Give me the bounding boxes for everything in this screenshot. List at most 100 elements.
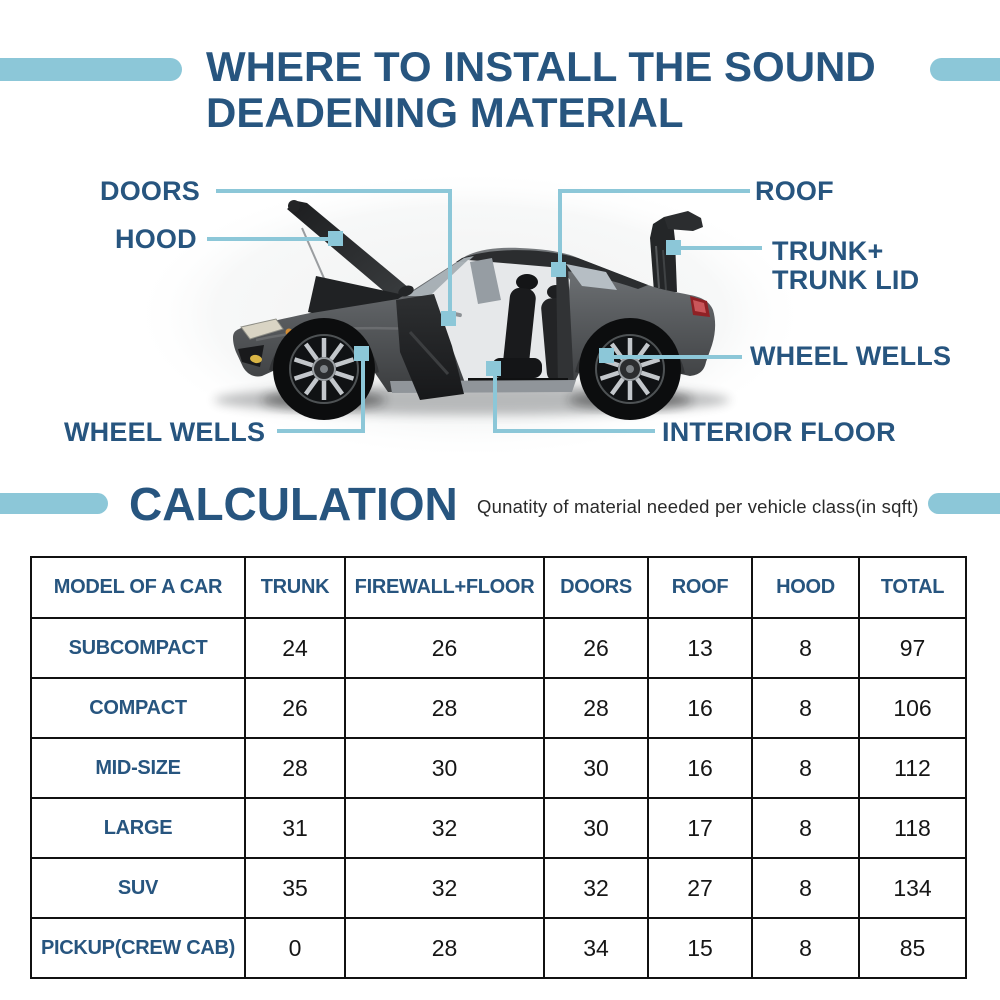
wheel-wells-left-connector-line-h xyxy=(277,429,365,433)
value-cell: 30 xyxy=(543,737,649,799)
value-cell: 13 xyxy=(647,617,753,679)
value-cell: 8 xyxy=(751,857,860,919)
calc-left-accent-bar xyxy=(0,493,108,514)
value-cell: 97 xyxy=(858,617,967,679)
value-cell: 32 xyxy=(344,797,545,859)
value-cell: 8 xyxy=(751,677,860,739)
value-cell: 17 xyxy=(647,797,753,859)
doors-marker xyxy=(441,311,456,326)
callout-wheel-wells-left: WHEEL WELLS xyxy=(64,417,266,447)
callout-doors: DOORS xyxy=(100,176,201,206)
roof-connector-line-v xyxy=(558,189,562,267)
rear-wheel xyxy=(579,318,681,420)
table-body: SUBCOMPACT 24 26 26 13 8 97 COMPACT 26 28 28 16 8 106… xyxy=(30,617,967,979)
table-row: COMPACT 26 28 28 16 8 106 xyxy=(30,677,967,739)
doors-connector-line-v xyxy=(448,189,452,318)
trunk-marker xyxy=(666,240,681,255)
page-title-line2: DEADENING MATERIAL xyxy=(206,89,684,136)
table-header-cell: FIREWALL+FLOOR xyxy=(344,556,545,619)
wheel-wells-left-connector-line-v xyxy=(361,360,365,433)
value-cell: 106 xyxy=(858,677,967,739)
value-cell: 8 xyxy=(751,917,860,979)
value-cell: 32 xyxy=(543,857,649,919)
callout-hood: HOOD xyxy=(115,224,197,254)
callout-roof: ROOF xyxy=(755,176,834,206)
table-header-cell: DOORS xyxy=(543,556,649,619)
wheel-wells-right-connector-line xyxy=(612,355,742,359)
table-row: LARGE 31 32 30 17 8 118 xyxy=(30,797,967,859)
value-cell: 28 xyxy=(344,917,545,979)
value-cell: 26 xyxy=(344,617,545,679)
value-cell: 24 xyxy=(244,617,346,679)
front-wheel xyxy=(273,318,375,420)
interior-floor-connector-line-v xyxy=(493,376,497,433)
value-cell: 35 xyxy=(244,857,346,919)
interior-floor-marker xyxy=(486,361,501,376)
value-cell: 16 xyxy=(647,737,753,799)
value-cell: 85 xyxy=(858,917,967,979)
value-cell: 28 xyxy=(344,677,545,739)
doors-connector-line-h xyxy=(216,189,452,193)
model-cell: SUBCOMPACT xyxy=(30,617,246,679)
roof-connector-line-h xyxy=(558,189,750,193)
top-left-accent-bar xyxy=(0,58,182,81)
calculation-heading: CALCULATION xyxy=(129,478,458,530)
model-cell: MID-SIZE xyxy=(30,737,246,799)
callout-trunk-line1: TRUNK+ xyxy=(772,236,884,266)
value-cell: 0 xyxy=(244,917,346,979)
top-right-accent-bar xyxy=(930,58,1000,81)
value-cell: 8 xyxy=(751,617,860,679)
callout-trunk: TRUNK+ TRUNK LID xyxy=(772,237,919,295)
hood-connector-line xyxy=(207,237,335,241)
table-header-cell: HOOD xyxy=(751,556,860,619)
callout-trunk-line2: TRUNK LID xyxy=(772,265,920,295)
value-cell: 34 xyxy=(543,917,649,979)
table-header-cell: ROOF xyxy=(647,556,753,619)
value-cell: 27 xyxy=(647,857,753,919)
value-cell: 28 xyxy=(244,737,346,799)
calculation-subtitle: Qunatity of material needed per vehicle … xyxy=(477,496,919,517)
table-row: MID-SIZE 28 30 30 16 8 112 xyxy=(30,737,967,799)
value-cell: 26 xyxy=(244,677,346,739)
table-header-cell: TOTAL xyxy=(858,556,967,619)
value-cell: 28 xyxy=(543,677,649,739)
hood-marker xyxy=(328,231,343,246)
model-cell: PICKUP(CREW CAB) xyxy=(30,917,246,979)
open-hood xyxy=(287,200,409,325)
calc-right-accent-bar xyxy=(928,493,1000,514)
value-cell: 26 xyxy=(543,617,649,679)
value-cell: 134 xyxy=(858,857,967,919)
model-cell: COMPACT xyxy=(30,677,246,739)
table-header-cell: TRUNK xyxy=(244,556,346,619)
calculation-table: MODEL OF A CAR TRUNK FIREWALL+FLOOR DOORS RO… xyxy=(30,556,967,979)
trunk-connector-line xyxy=(680,246,762,250)
value-cell: 112 xyxy=(858,737,967,799)
car-body xyxy=(233,247,716,392)
page-title: WHERE TO INSTALL THE SOUND DEADENING MAT… xyxy=(206,44,946,136)
table-row: SUV 35 32 32 27 8 134 xyxy=(30,857,967,919)
model-cell: SUV xyxy=(30,857,246,919)
value-cell: 16 xyxy=(647,677,753,739)
callout-wheel-wells-right: WHEEL WELLS xyxy=(750,341,952,371)
table-row: SUBCOMPACT 24 26 26 13 8 97 xyxy=(30,617,967,679)
model-cell: LARGE xyxy=(30,797,246,859)
value-cell: 32 xyxy=(344,857,545,919)
wheel-wells-right-marker xyxy=(599,348,614,363)
value-cell: 118 xyxy=(858,797,967,859)
value-cell: 8 xyxy=(751,737,860,799)
callout-interior-floor: INTERIOR FLOOR xyxy=(662,417,896,447)
table-row: PICKUP(CREW CAB) 0 28 34 15 8 85 xyxy=(30,917,967,979)
value-cell: 15 xyxy=(647,917,753,979)
value-cell: 30 xyxy=(344,737,545,799)
value-cell: 30 xyxy=(543,797,649,859)
value-cell: 8 xyxy=(751,797,860,859)
table-header-cell: MODEL OF A CAR xyxy=(30,556,246,619)
page-title-line1: WHERE TO INSTALL THE SOUND xyxy=(206,43,876,90)
table-header-row: MODEL OF A CAR TRUNK FIREWALL+FLOOR DOORS RO… xyxy=(30,556,967,619)
interior-floor-connector-line-h xyxy=(493,429,655,433)
roof-marker xyxy=(551,262,566,277)
wheel-wells-left-marker xyxy=(354,346,369,361)
open-front-door xyxy=(396,285,464,400)
car-cabin xyxy=(390,256,576,393)
